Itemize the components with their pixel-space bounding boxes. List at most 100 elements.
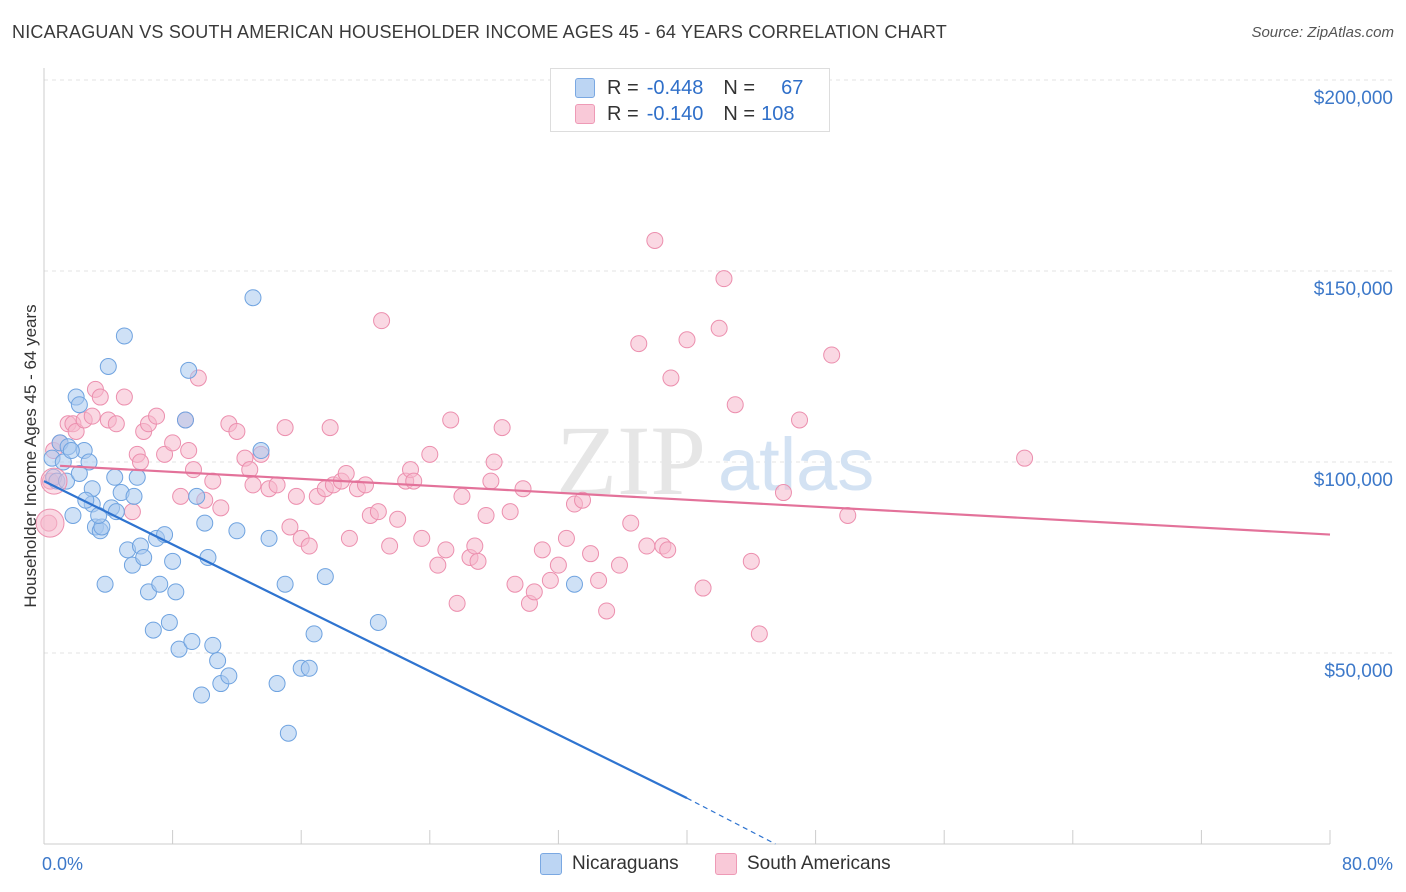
data-point <box>493 419 511 437</box>
data-point <box>305 625 323 643</box>
data-point <box>180 442 198 460</box>
legend-n-label: N = <box>723 76 756 99</box>
bottom-legend-swatch <box>540 853 562 875</box>
data-point <box>151 575 169 593</box>
data-point <box>106 468 124 486</box>
data-point <box>40 467 68 495</box>
data-point <box>204 636 222 654</box>
chart-title: NICARAGUAN VS SOUTH AMERICAN HOUSEHOLDER… <box>12 22 947 42</box>
data-point <box>791 411 809 429</box>
data-point <box>184 461 202 479</box>
data-point <box>300 659 318 677</box>
data-point <box>209 652 227 670</box>
data-point <box>80 453 98 471</box>
data-point <box>228 422 246 440</box>
data-point <box>62 442 80 460</box>
data-point <box>125 487 143 505</box>
data-point <box>466 537 484 555</box>
data-point <box>135 549 153 566</box>
data-point <box>726 396 744 414</box>
data-point <box>477 506 495 524</box>
data-point <box>83 407 101 425</box>
trend-line-nicaraguans-extension <box>686 797 776 845</box>
data-point <box>574 491 592 509</box>
data-point <box>506 575 524 593</box>
legend-r-label: R = <box>607 76 639 99</box>
label-layer: $50,000 $100,000 $150,000 $200,000 0.0% 80.0%… <box>21 88 1393 874</box>
x-tick-label: 80.0% <box>1342 854 1393 874</box>
data-point <box>287 487 305 505</box>
data-point <box>212 499 230 517</box>
bottom-legend-nicaraguans: Nicaraguans <box>540 852 679 876</box>
data-point <box>659 541 677 559</box>
data-point <box>610 556 628 574</box>
data-point <box>183 633 201 651</box>
legend-r-value: -0.448 <box>646 76 704 99</box>
data-point <box>389 510 407 528</box>
bottom-legend-label: South Americans <box>747 853 891 874</box>
data-point <box>115 327 133 345</box>
data-point <box>96 575 114 593</box>
data-point <box>91 388 109 406</box>
data-point <box>381 537 399 555</box>
y-tick-label: $100,000 <box>1314 470 1393 491</box>
legend-n-value: 108 <box>761 102 795 125</box>
legend-n-value: 67 <box>781 76 804 99</box>
data-point <box>70 464 88 482</box>
trend-line-nicaraguans <box>43 480 688 800</box>
x-tick-label: 0.0% <box>42 854 83 874</box>
data-point <box>131 453 149 471</box>
data-point <box>170 640 188 658</box>
data-point <box>638 537 656 555</box>
legend-swatch-south-americans <box>575 104 595 124</box>
trend-layer <box>43 464 1331 845</box>
data-point <box>582 545 600 563</box>
data-point <box>405 472 423 490</box>
data-point <box>99 358 117 375</box>
data-point <box>252 442 270 460</box>
data-point <box>630 335 648 353</box>
data-point <box>750 625 768 643</box>
data-point <box>276 419 294 437</box>
data-point <box>160 613 178 631</box>
watermark-atlas: atlas <box>718 423 874 506</box>
data-point <box>373 312 391 330</box>
y-tick-label: $150,000 <box>1314 279 1393 300</box>
data-point <box>64 506 82 524</box>
data-point <box>622 514 640 532</box>
data-point <box>549 556 567 574</box>
data-point <box>300 537 318 555</box>
data-point <box>429 556 447 574</box>
data-point <box>193 686 211 704</box>
data-point <box>180 361 198 379</box>
data-point <box>1016 449 1034 467</box>
legend-r-value: -0.140 <box>646 102 704 125</box>
data-point <box>172 487 190 505</box>
data-point <box>164 434 182 452</box>
data-point <box>469 552 487 570</box>
data-point <box>646 231 664 249</box>
data-point <box>281 518 299 536</box>
grid-layer <box>44 79 1394 654</box>
data-point <box>369 503 387 521</box>
data-point <box>279 724 297 742</box>
data-point <box>369 613 387 631</box>
data-point <box>533 541 551 559</box>
data-point <box>321 419 339 437</box>
data-point <box>442 411 460 429</box>
data-point <box>694 579 712 597</box>
data-point <box>557 529 575 547</box>
data-point <box>228 522 246 540</box>
source-label: Source: ZipAtlas.com <box>1251 24 1394 41</box>
data-point <box>268 675 286 693</box>
data-point <box>525 583 543 601</box>
legend-row-nicaraguans: R = -0.448 N = 67 <box>575 75 803 101</box>
bottom-legend-swatch <box>715 853 737 875</box>
data-point <box>107 415 125 433</box>
points-layer <box>35 231 1034 742</box>
data-point <box>839 506 857 524</box>
y-tick-label: $200,000 <box>1314 88 1393 109</box>
data-point <box>565 575 583 593</box>
data-point <box>244 289 262 307</box>
data-point <box>204 472 222 490</box>
